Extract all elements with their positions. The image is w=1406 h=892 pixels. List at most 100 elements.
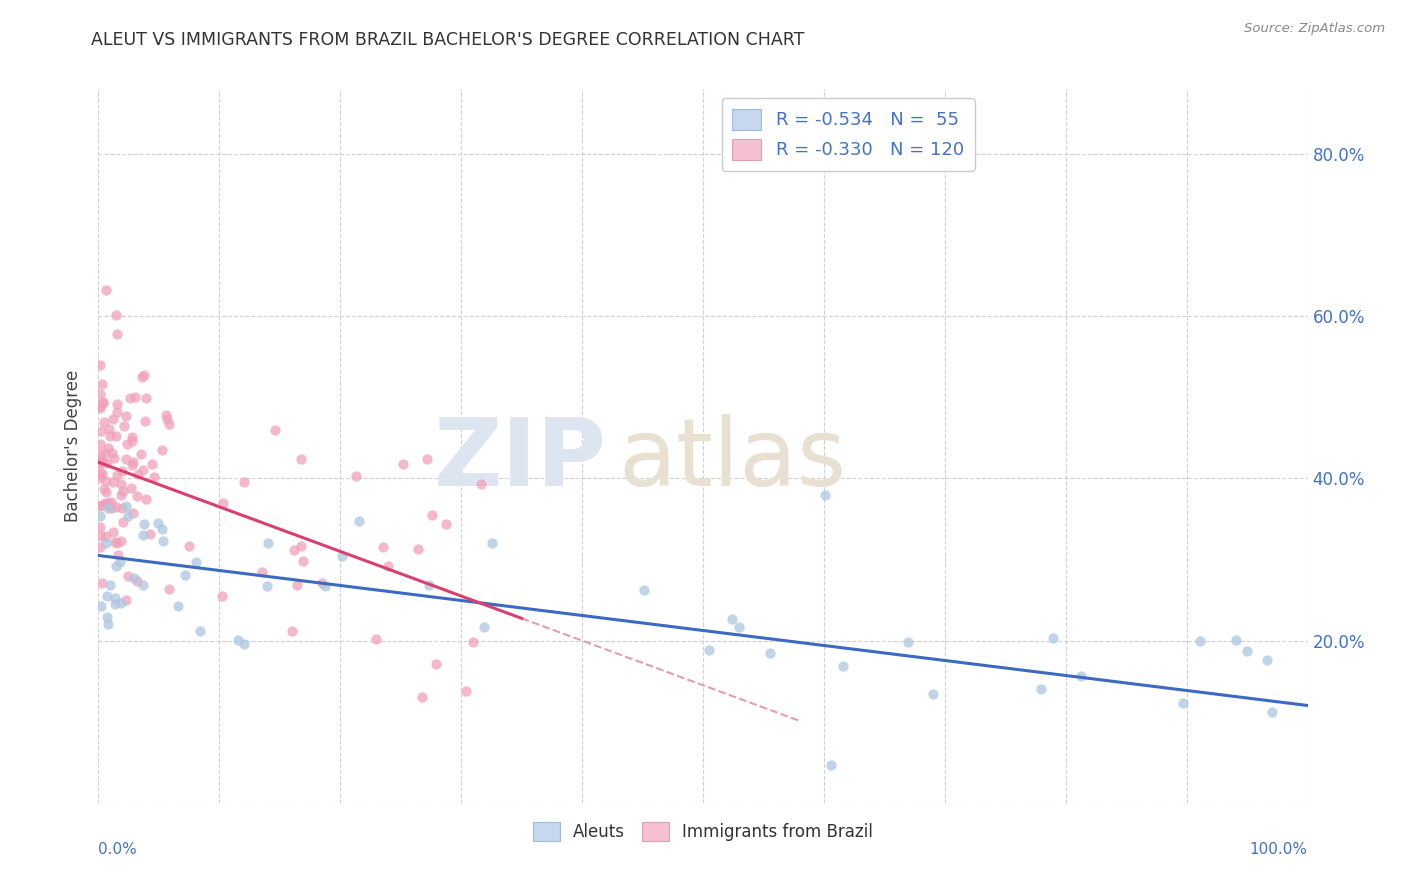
Point xyxy=(89,387,111,401)
Point xyxy=(98,500,121,514)
Point xyxy=(90,599,112,614)
Point xyxy=(89,471,111,485)
Point xyxy=(434,516,457,531)
Point xyxy=(124,571,146,585)
Point xyxy=(89,508,111,523)
Y-axis label: Bachelor's Degree: Bachelor's Degree xyxy=(65,370,83,522)
Point xyxy=(89,358,111,372)
Point xyxy=(314,579,336,593)
Point xyxy=(90,575,112,590)
Point xyxy=(105,467,128,482)
Point xyxy=(93,482,115,496)
Point xyxy=(98,429,121,443)
Point xyxy=(633,582,655,597)
Point xyxy=(110,477,132,491)
Point xyxy=(96,609,118,624)
Point xyxy=(820,757,842,772)
Point xyxy=(117,569,139,583)
Point xyxy=(89,437,111,451)
Point xyxy=(454,683,477,698)
Point xyxy=(122,455,145,469)
Point xyxy=(115,593,138,607)
Point xyxy=(155,409,177,423)
Point xyxy=(94,474,117,488)
Point xyxy=(150,522,173,536)
Point xyxy=(89,500,111,514)
Point xyxy=(91,455,114,469)
Point xyxy=(416,451,439,466)
Point xyxy=(1236,644,1258,658)
Point xyxy=(101,524,124,539)
Point xyxy=(425,657,447,672)
Point xyxy=(111,464,134,478)
Point xyxy=(101,475,124,489)
Point xyxy=(166,599,188,614)
Point xyxy=(173,568,195,582)
Point xyxy=(1029,681,1052,696)
Point xyxy=(89,540,111,554)
Point xyxy=(129,447,152,461)
Point xyxy=(150,443,173,458)
Point xyxy=(110,596,132,610)
Text: 0.0%: 0.0% xyxy=(98,842,138,857)
Point xyxy=(115,452,138,467)
Point xyxy=(157,417,180,431)
Point xyxy=(699,643,721,657)
Point xyxy=(104,597,127,611)
Point xyxy=(90,451,112,466)
Point xyxy=(721,612,744,626)
Point xyxy=(110,534,132,549)
Point xyxy=(285,578,308,592)
Point xyxy=(105,397,128,411)
Point xyxy=(831,658,853,673)
Point xyxy=(373,540,395,554)
Point xyxy=(184,555,207,569)
Point xyxy=(100,495,122,509)
Point xyxy=(377,559,399,574)
Point xyxy=(256,579,278,593)
Point xyxy=(121,458,143,472)
Point xyxy=(139,526,162,541)
Point xyxy=(112,419,135,434)
Point xyxy=(124,390,146,404)
Point xyxy=(104,591,127,605)
Point xyxy=(470,477,492,491)
Point xyxy=(157,582,180,597)
Point xyxy=(120,392,142,406)
Text: ZIP: ZIP xyxy=(433,414,606,507)
Point xyxy=(1042,632,1064,646)
Point xyxy=(121,430,143,444)
Point xyxy=(105,405,128,419)
Point xyxy=(1225,632,1247,647)
Point xyxy=(100,446,122,460)
Point xyxy=(481,536,503,550)
Point xyxy=(283,542,305,557)
Point xyxy=(96,456,118,470)
Point xyxy=(127,467,149,482)
Point xyxy=(107,548,129,562)
Point xyxy=(411,690,433,704)
Point xyxy=(94,536,117,550)
Text: Source: ZipAtlas.com: Source: ZipAtlas.com xyxy=(1244,22,1385,36)
Point xyxy=(91,396,114,410)
Point xyxy=(146,516,169,531)
Point xyxy=(104,429,127,443)
Point xyxy=(281,624,304,639)
Point xyxy=(93,446,115,460)
Point xyxy=(330,549,353,563)
Point xyxy=(134,516,156,531)
Point xyxy=(111,484,134,499)
Point xyxy=(472,620,495,634)
Point xyxy=(290,539,312,553)
Point xyxy=(391,457,413,471)
Point xyxy=(135,492,157,507)
Point xyxy=(114,409,136,423)
Point xyxy=(103,450,125,465)
Point xyxy=(125,574,148,588)
Point xyxy=(115,437,138,451)
Point xyxy=(141,458,163,472)
Point xyxy=(98,422,121,436)
Point xyxy=(228,632,250,647)
Point xyxy=(89,454,111,468)
Point xyxy=(257,536,280,550)
